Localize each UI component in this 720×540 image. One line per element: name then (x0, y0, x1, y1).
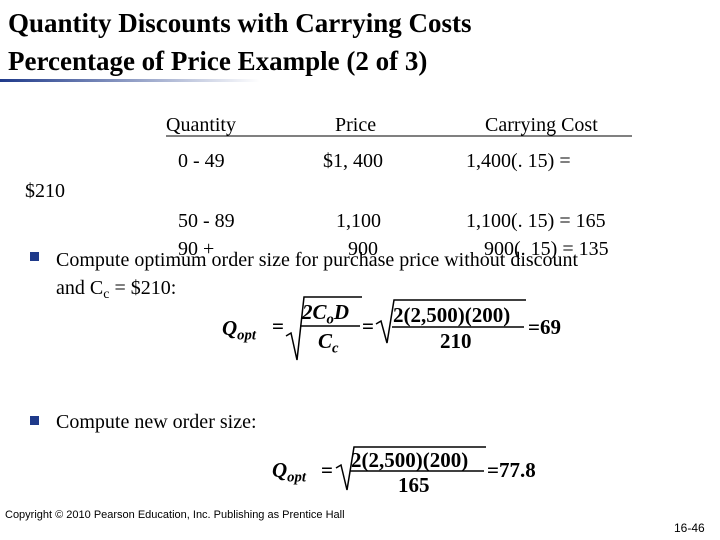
page-number: 16-46 (674, 521, 705, 535)
text-part: c (103, 287, 110, 303)
cell: 900 (348, 238, 378, 260)
bullet-text: and Cc = $210: (56, 278, 176, 302)
text-part: = $210: (109, 277, 177, 299)
bullet (30, 252, 39, 261)
formula-den: 165 (398, 473, 430, 497)
text-part: and C (56, 277, 104, 299)
header: Price (335, 114, 377, 136)
formula-result: =77.8 (487, 458, 536, 482)
formula-result: =69 (528, 315, 561, 339)
formula-num: 2(2,500)(200) (351, 448, 469, 472)
text-part: 2C (302, 300, 327, 324)
text-part: C (318, 329, 333, 353)
text-part: opt (287, 469, 306, 486)
formula-eq: = (362, 314, 374, 338)
cell: 50 - 89 (178, 210, 235, 232)
bullet (30, 416, 39, 425)
text-part: opt (237, 327, 256, 344)
text-part: Q (272, 458, 288, 482)
title-rule (0, 79, 260, 82)
cell: 90 + (178, 238, 215, 260)
formula-eq: = (272, 314, 284, 338)
formula-num: 2(2,500)(200) (393, 303, 511, 327)
formula-q: Qopt (272, 460, 306, 485)
title: Quantity Discounts with Carrying Costs (8, 8, 472, 38)
formula-num: 2CoD (302, 302, 349, 327)
cell: 900(. 15) = 135 (484, 238, 609, 260)
sqrt-sign (285, 296, 362, 361)
cell: 0 - 49 (178, 150, 225, 172)
cell: $210 (25, 180, 65, 202)
title: Percentage of Price Example (2 of 3) (8, 46, 428, 76)
formula-den: 210 (440, 329, 472, 353)
header: Carrying Cost (485, 114, 598, 136)
text-part: c (332, 340, 339, 357)
cell: $1, 400 (323, 150, 383, 172)
cell: 1,100(. 15) = 165 (466, 210, 606, 232)
cell: 1,100 (336, 210, 381, 232)
bullet-text: Compute new order size: (56, 411, 257, 433)
header: Quantity (166, 114, 236, 136)
cell: 1,400(. 15) = (466, 150, 571, 172)
formula-eq: = (321, 458, 333, 482)
bullet-text: Compute optimum order size for purchase … (56, 249, 579, 271)
sqrt-sign (375, 299, 526, 344)
text-part: D (333, 300, 350, 324)
text-part: Q (222, 316, 238, 340)
formula-q: Qopt (222, 318, 256, 343)
formula-den: Cc (318, 331, 339, 356)
sqrt-sign (335, 446, 486, 491)
copyright: Copyright © 2010 Pearson Education, Inc.… (5, 509, 345, 521)
text-part: o (326, 311, 334, 328)
